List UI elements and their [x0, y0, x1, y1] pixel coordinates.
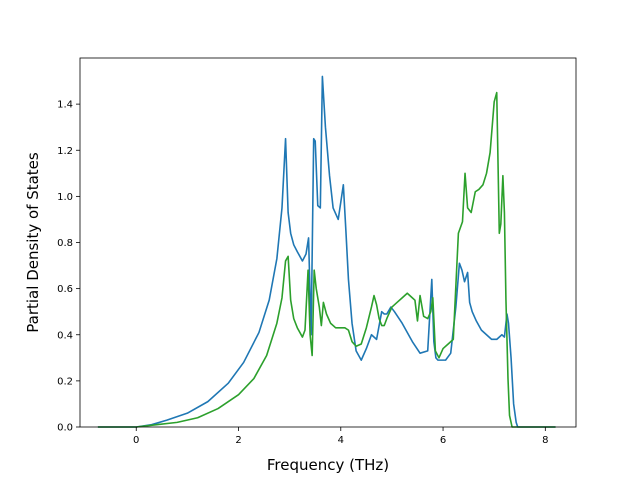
y-tick-label: 0.6 [57, 284, 73, 295]
y-tick-label: 0.8 [57, 238, 73, 249]
x-tick-label: 8 [542, 435, 548, 446]
y-tick-label: 0.4 [57, 330, 73, 341]
y-tick-label: 1.0 [57, 192, 73, 203]
x-axis-label: Frequency (THz) [267, 456, 389, 474]
y-tick-label: 1.2 [57, 146, 73, 157]
y-tick-label: 0.0 [57, 423, 73, 434]
x-tick-label: 6 [440, 435, 446, 446]
y-tick-label: 1.4 [57, 100, 73, 111]
x-axis-ticks: 0 2 4 6 8 [133, 427, 549, 446]
series-line-1 [97, 75, 556, 428]
x-tick-label: 4 [338, 435, 344, 446]
y-tick-label: 0.2 [57, 376, 73, 387]
x-tick-label: 2 [235, 435, 241, 446]
y-axis-label: Partial Density of States [24, 152, 42, 333]
x-tick-label: 0 [133, 435, 139, 446]
plot-content [97, 75, 556, 428]
series-line-2 [97, 91, 556, 428]
y-axis-ticks: 0.0 0.2 0.4 0.6 0.8 1.0 1.2 1.4 [57, 100, 80, 434]
